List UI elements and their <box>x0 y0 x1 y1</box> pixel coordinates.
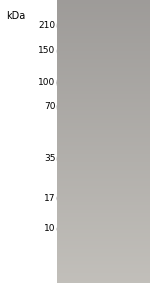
Text: 35: 35 <box>44 154 56 163</box>
Text: 10: 10 <box>44 224 56 233</box>
Text: 100: 100 <box>38 78 56 87</box>
Text: 70: 70 <box>44 102 56 112</box>
Text: 17: 17 <box>44 194 56 203</box>
Bar <box>0 0 75 283</box>
Text: kDa: kDa <box>6 10 25 21</box>
Text: 210: 210 <box>38 21 56 30</box>
Text: 150: 150 <box>38 46 56 55</box>
